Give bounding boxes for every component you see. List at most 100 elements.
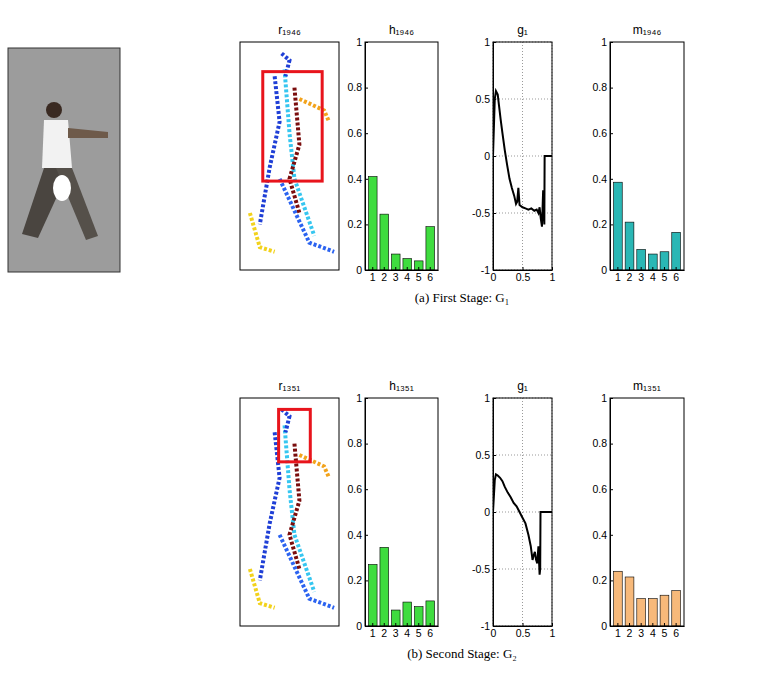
bar	[391, 254, 400, 270]
bar	[625, 222, 634, 270]
plot-frame	[493, 42, 552, 270]
tick-label: 5	[662, 627, 668, 639]
tick: 1	[370, 623, 376, 639]
tick-label: 1	[615, 627, 621, 639]
bar	[403, 602, 412, 626]
tick-label: 5	[416, 627, 422, 639]
bar	[613, 182, 622, 270]
tick-label: 1	[370, 627, 376, 639]
tick-label: 6	[427, 627, 433, 639]
tick-label: 5	[662, 271, 668, 283]
tick: 5	[416, 267, 422, 283]
photo-head	[46, 102, 62, 118]
tick-label: 0.6	[592, 127, 607, 139]
tick: 4	[404, 267, 410, 283]
tick: 4	[404, 623, 410, 639]
tick: 2	[381, 623, 387, 639]
photo-shirt	[42, 120, 72, 168]
tick-label: 0.6	[347, 483, 362, 495]
tick-label: 0.4	[347, 529, 362, 541]
tick-label: 6	[427, 271, 433, 283]
image-texture	[250, 569, 275, 608]
photo	[8, 48, 120, 272]
image-texture	[299, 99, 329, 122]
image-texture	[290, 88, 300, 213]
tick-label: 0.8	[592, 437, 607, 449]
grid-line	[522, 42, 523, 270]
axis: 00.51	[491, 267, 556, 283]
bar	[403, 259, 412, 270]
tick: 3	[393, 623, 399, 639]
tick: 5	[662, 267, 668, 283]
tick: 1	[550, 267, 556, 283]
tick: 0	[484, 150, 496, 162]
tick: 0.5	[516, 623, 531, 639]
plot-area	[613, 571, 680, 626]
tick-label: 0.8	[592, 81, 607, 93]
bar	[426, 601, 435, 626]
tick-label: 4	[650, 271, 656, 283]
bar	[648, 254, 657, 270]
tick-label: 0.4	[592, 529, 607, 541]
panel-title: r₁₃₅₁	[279, 379, 301, 393]
tick-label: 6	[673, 271, 679, 283]
bar	[414, 261, 423, 270]
tick-label: 4	[650, 627, 656, 639]
bar	[368, 177, 377, 270]
figure: r₁₉₄₆h₁₉₄₆12345600.20.40.60.81g₁00.51-1-…	[0, 0, 766, 675]
tick: 5	[416, 623, 422, 639]
tick-label: -0.5	[472, 563, 490, 575]
photo-leg	[22, 168, 70, 238]
tick-label: -1	[481, 620, 490, 632]
tick-label: 0	[601, 264, 607, 276]
tick: 0.5	[516, 267, 531, 283]
plot-area	[613, 182, 680, 270]
bar	[637, 599, 646, 626]
bar	[414, 607, 423, 626]
grid-line	[493, 455, 552, 456]
panel-title: h₁₉₄₆	[389, 23, 414, 37]
image-texture	[250, 213, 275, 252]
plot-area	[368, 547, 434, 626]
panel-title: r₁₉₄₆	[278, 23, 301, 37]
region-image	[240, 42, 339, 270]
bar	[368, 564, 377, 626]
tick: 4	[650, 267, 656, 283]
panel-title: g₁	[517, 379, 528, 393]
tick-label: 1	[484, 392, 490, 404]
plot-area	[493, 91, 552, 227]
tick: 0	[484, 506, 496, 518]
tick: 6	[427, 267, 433, 283]
line	[493, 91, 552, 227]
plot-frame	[610, 42, 684, 270]
plot-area	[493, 474, 552, 574]
tick: -0.5	[472, 207, 496, 219]
tick-label: 0.5	[516, 271, 531, 283]
caption: (a) First Stage: G₁	[415, 290, 509, 305]
photo-bag	[53, 175, 71, 201]
tick-label: 1	[550, 271, 556, 283]
caption: (b) Second Stage: G₂	[407, 646, 517, 661]
tick-label: 4	[404, 271, 410, 283]
tick-label: 1	[601, 36, 607, 48]
tick-label: 0	[356, 264, 362, 276]
tick-label: 0.5	[516, 627, 531, 639]
tick-label: 2	[381, 627, 387, 639]
tick: 3	[393, 267, 399, 283]
plot-frame	[610, 398, 684, 626]
plot-frame	[365, 398, 438, 626]
bar	[660, 595, 669, 626]
region-box	[279, 409, 311, 461]
tick-label: 1	[550, 627, 556, 639]
region-box	[263, 72, 322, 181]
axis: -1-0.500.51	[472, 36, 496, 276]
tick-label: 4	[404, 627, 410, 639]
bar	[648, 599, 657, 626]
tick-label: 0.4	[347, 173, 362, 185]
grid-line	[522, 398, 523, 626]
tick-label: 0	[601, 620, 607, 632]
axis: 123456	[366, 623, 439, 639]
tick: 1	[370, 267, 376, 283]
tick-label: 0.8	[347, 81, 362, 93]
tick-label: -1	[481, 264, 490, 276]
